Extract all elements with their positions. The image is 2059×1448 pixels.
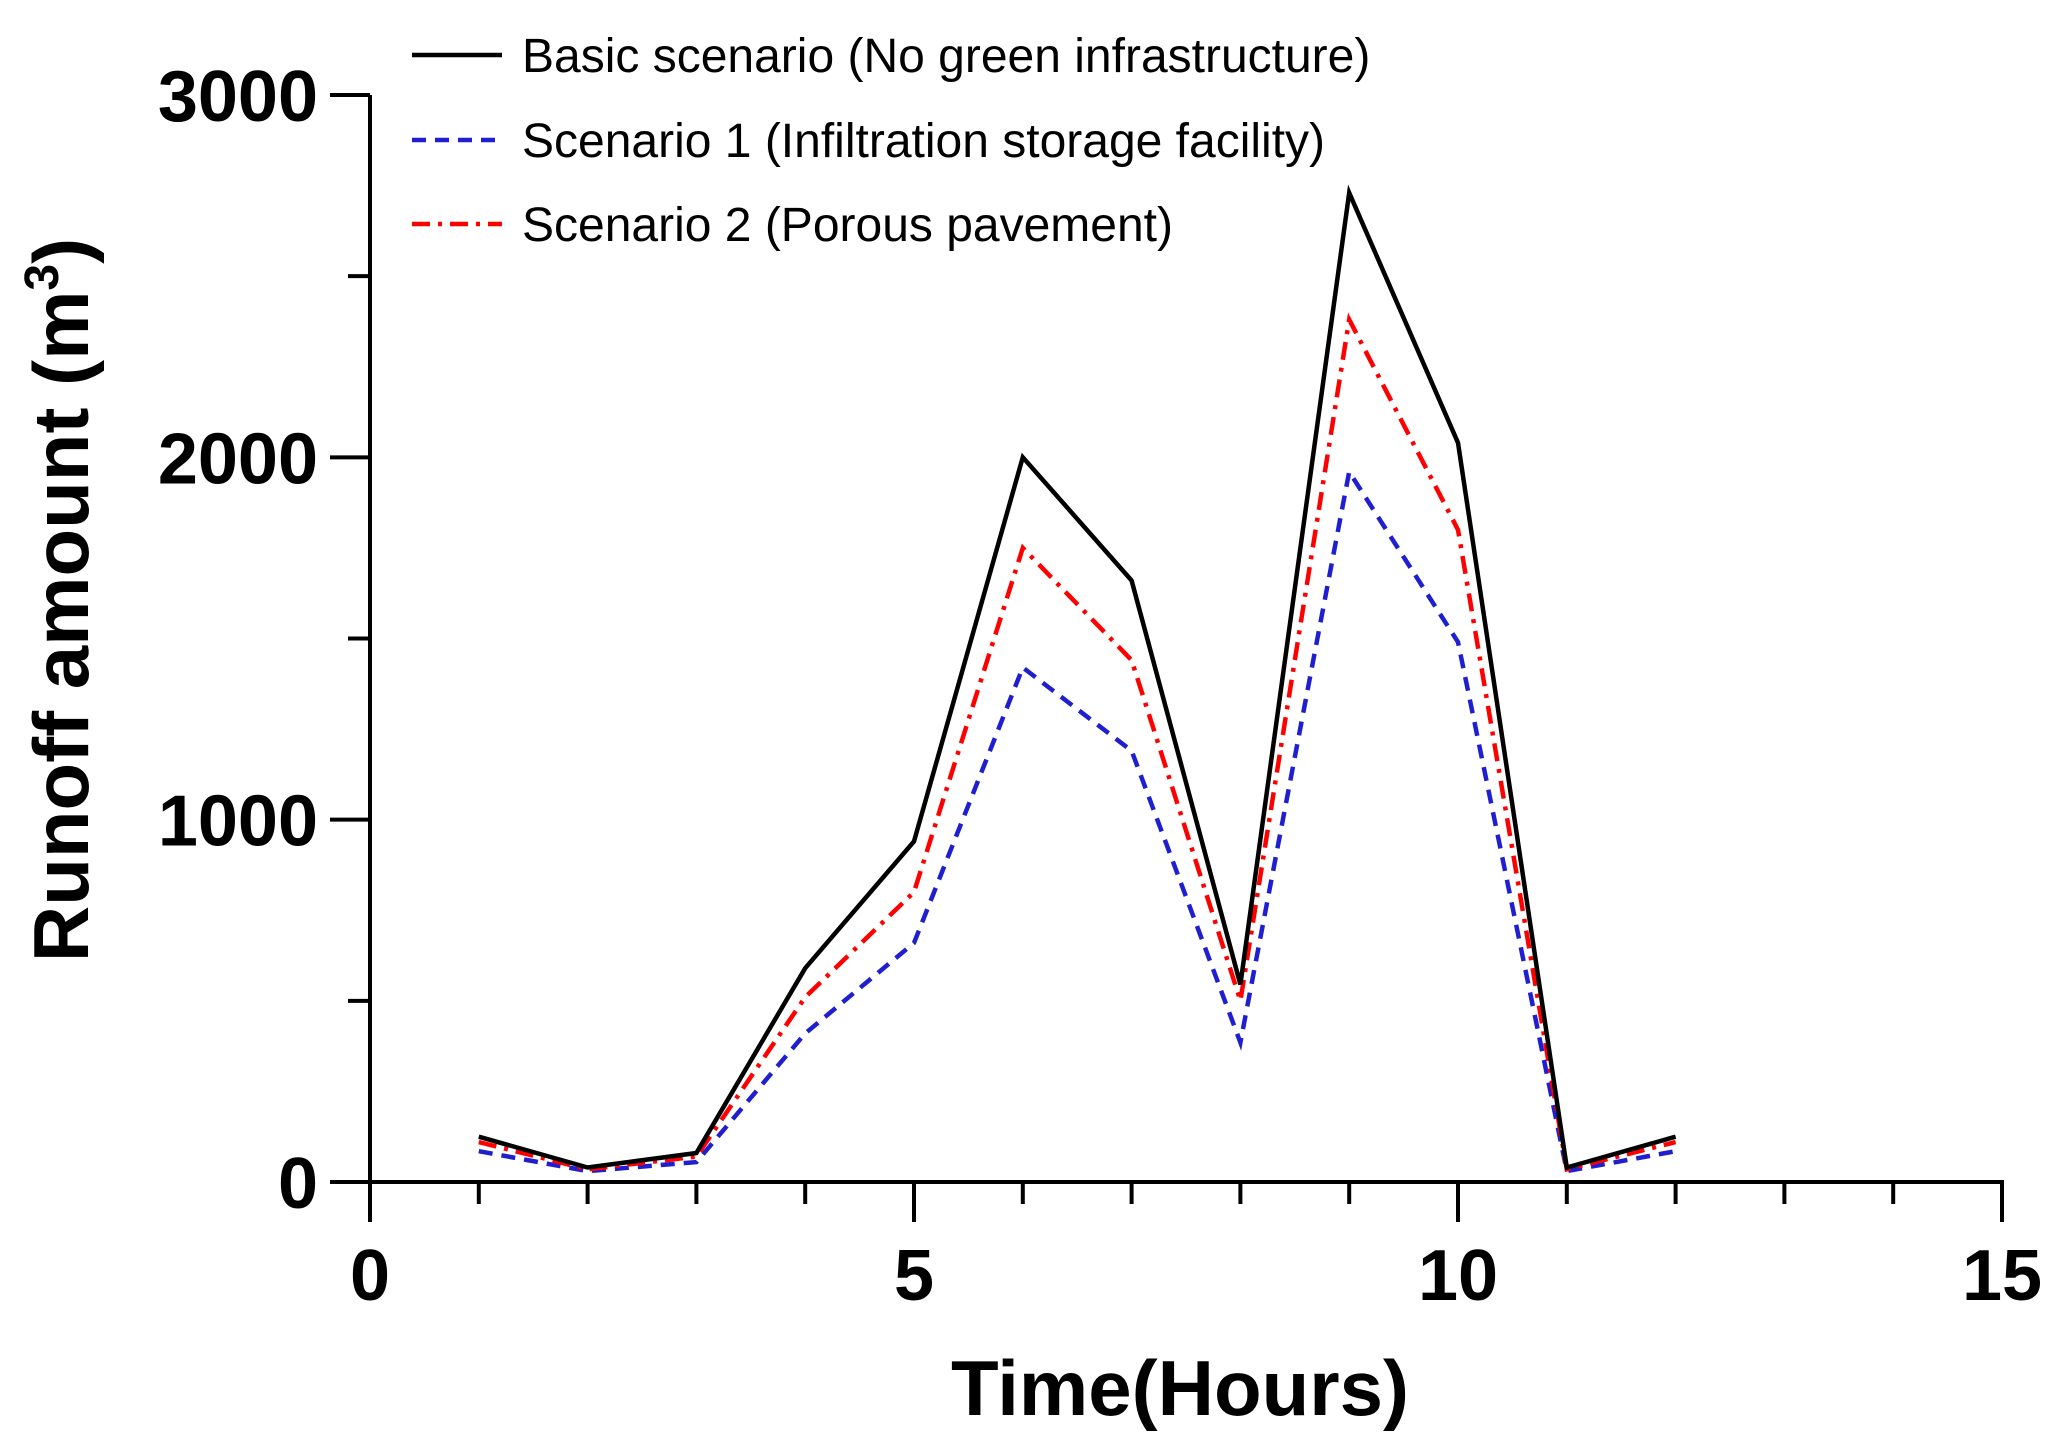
y-tick-label: 1000	[158, 782, 318, 862]
plot-area	[478, 184, 1677, 1174]
y-axis-title-superscript: 3	[16, 264, 69, 291]
y-axis-title-close: )	[17, 238, 105, 264]
legend-item: Scenario 2 (Porous pavement)	[412, 199, 1173, 252]
legend-item: Basic scenario (No green infrastructure)	[412, 30, 1370, 83]
series-line-2	[478, 465, 1677, 1174]
legend: Basic scenario (No green infrastructure)…	[412, 30, 1370, 252]
legend-label: Scenario 1 (Infiltration storage facilit…	[522, 115, 1325, 168]
series-line-3	[478, 312, 1677, 1173]
x-tick-label: 0	[350, 1236, 390, 1316]
legend-item: Scenario 1 (Infiltration storage facilit…	[412, 115, 1325, 168]
x-tick-label: 15	[1962, 1236, 2042, 1316]
series-line-1	[478, 184, 1677, 1171]
x-tick-label: 5	[894, 1236, 934, 1316]
legend-label: Basic scenario (No green infrastructure)	[522, 30, 1370, 83]
axes: 0 5 10 15 0 1000 2000 3000	[158, 57, 2042, 1316]
x-axis-title: Time(Hours)	[951, 1344, 1409, 1432]
legend-label: Scenario 2 (Porous pavement)	[522, 199, 1173, 252]
y-tick-label: 3000	[158, 57, 318, 137]
y-tick-label: 0	[278, 1144, 318, 1224]
y-tick-label: 2000	[158, 419, 318, 499]
y-axis-title-main: Runoff amount (m	[17, 291, 105, 963]
y-axis-title: Runoff amount (m3)	[16, 238, 105, 962]
x-tick-label: 10	[1418, 1236, 1498, 1316]
